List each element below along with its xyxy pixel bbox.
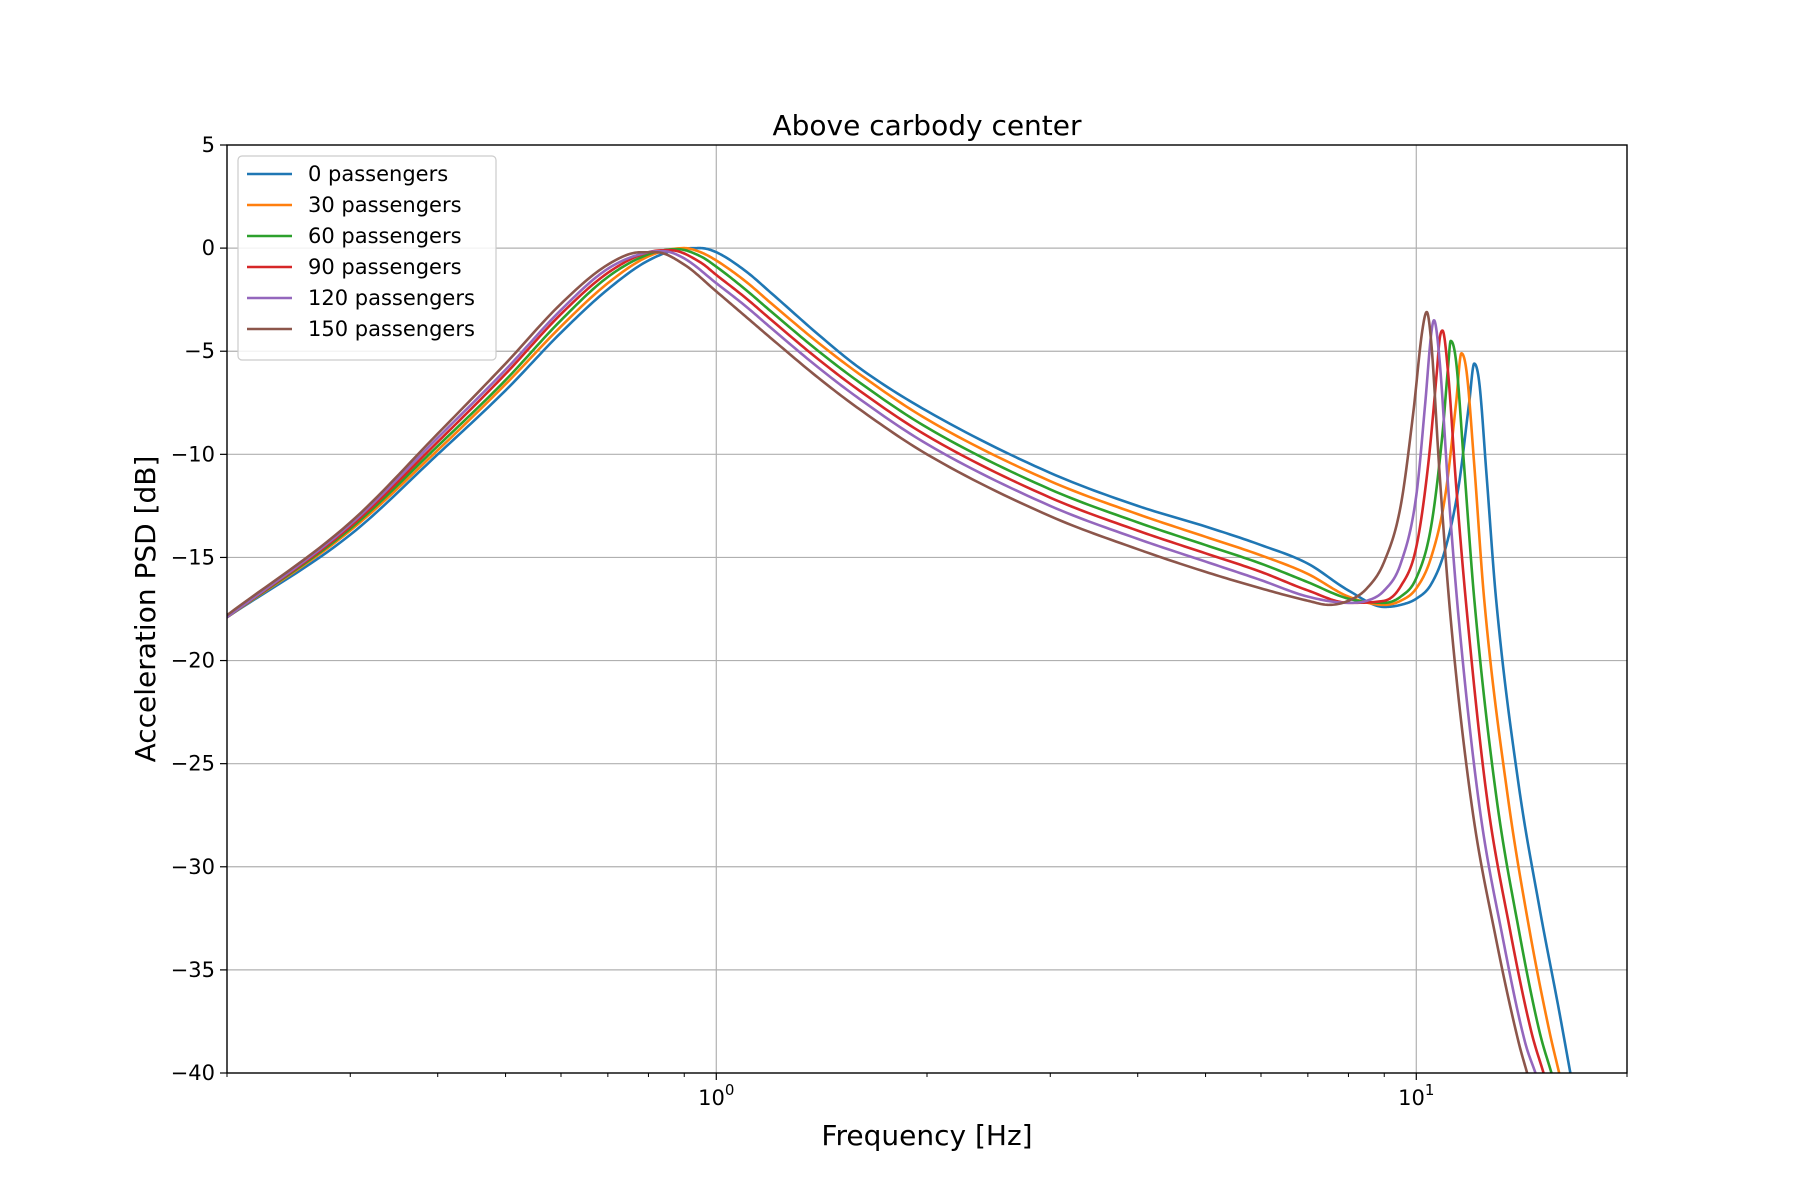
x-tick-label: 101 bbox=[1398, 1081, 1434, 1110]
series-line-0 bbox=[227, 246, 1572, 1073]
y-tick-label: −30 bbox=[171, 855, 215, 879]
legend-box bbox=[237, 155, 497, 361]
legend: 0 passengers 30 passengers 60 passengers 90… bbox=[237, 155, 497, 361]
y-tick-label: 0 bbox=[202, 236, 215, 260]
y-tick-label: −35 bbox=[171, 958, 215, 982]
y-tick-label: −15 bbox=[171, 545, 215, 569]
legend-label: 60 passengers bbox=[308, 224, 462, 248]
x-tick-base: 10 bbox=[698, 1086, 725, 1110]
legend-label: 150 passengers bbox=[308, 317, 475, 341]
y-tick-label: −25 bbox=[171, 752, 215, 776]
x-tick-base: 10 bbox=[1398, 1086, 1425, 1110]
x-axis-label: Frequency [Hz] bbox=[821, 1119, 1032, 1152]
series-line-5 bbox=[227, 250, 1529, 1073]
x-tick-exponent: 1 bbox=[1425, 1081, 1435, 1099]
y-tick-label: −40 bbox=[171, 1061, 215, 1085]
legend-label: 120 passengers bbox=[308, 286, 475, 310]
legend-label: 30 passengers bbox=[308, 193, 462, 217]
y-axis-label: Acceleration PSD [dB] bbox=[129, 456, 162, 763]
chart-title: Above carbody center bbox=[772, 109, 1082, 142]
x-tick-label: 100 bbox=[698, 1081, 734, 1110]
y-tick-label: −10 bbox=[171, 442, 215, 466]
series-group bbox=[227, 246, 1572, 1073]
x-tick-exponent: 0 bbox=[725, 1081, 735, 1099]
series-line-4 bbox=[227, 249, 1537, 1073]
y-tick-label: −5 bbox=[184, 339, 215, 363]
series-line-2 bbox=[227, 247, 1553, 1073]
y-tick-label: −20 bbox=[171, 649, 215, 673]
series-line-1 bbox=[227, 246, 1561, 1073]
legend-label: 90 passengers bbox=[308, 255, 462, 279]
legend-label: 0 passengers bbox=[308, 162, 448, 186]
y-tick-label: 5 bbox=[202, 133, 215, 157]
